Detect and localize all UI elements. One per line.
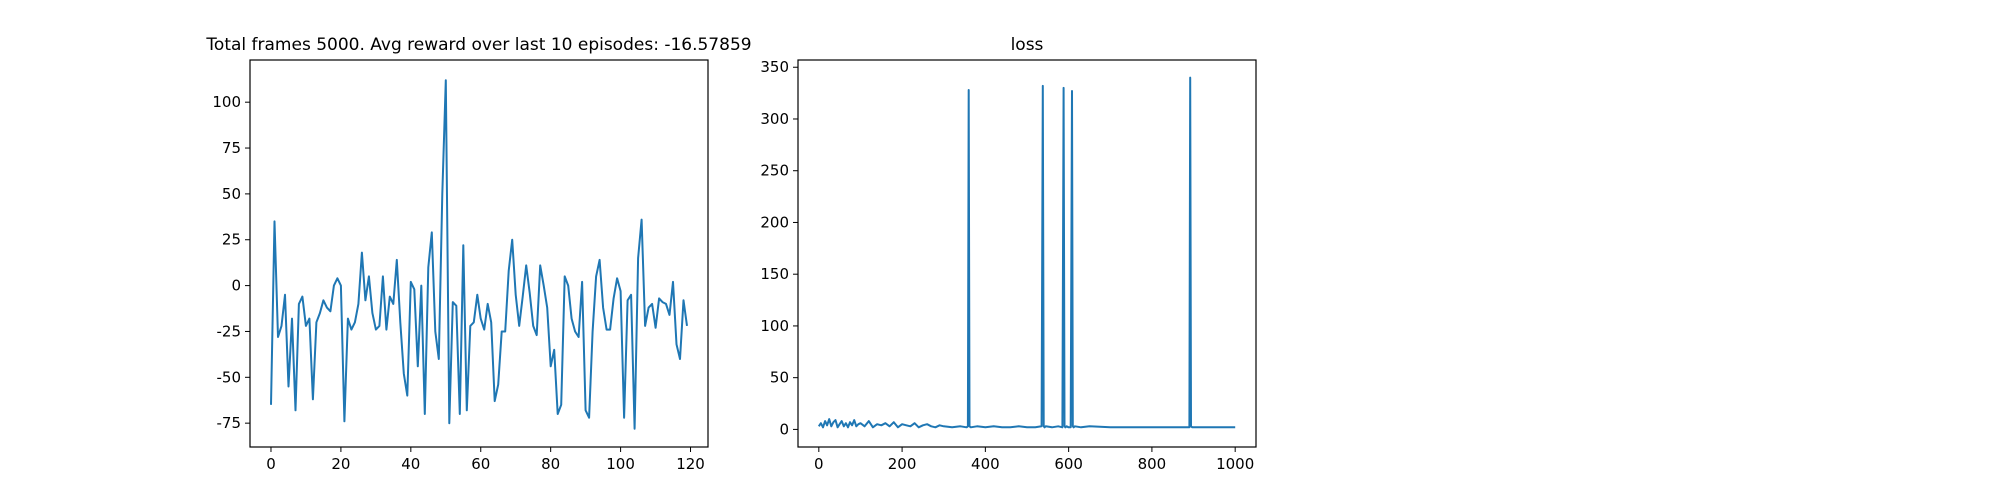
series-line-reward: [270, 79, 688, 430]
x-tick-label: 1000: [1216, 455, 1254, 473]
y-tick-label: 150: [760, 265, 789, 283]
x-tick-label: 60: [471, 455, 490, 473]
series-line-loss: [817, 76, 1236, 429]
x-tick-label: 200: [888, 455, 917, 473]
y-tick-label: 100: [212, 93, 241, 111]
x-tick-label: 0: [266, 455, 276, 473]
x-tick-label: 400: [971, 455, 1000, 473]
y-tick-label: -75: [217, 414, 242, 432]
chart-title: Total frames 5000. Avg reward over last …: [205, 35, 751, 55]
y-tick-label: 0: [231, 277, 241, 295]
y-tick-label: 0: [779, 420, 789, 438]
chart-title: loss: [1011, 35, 1044, 55]
y-tick-label: 200: [760, 213, 789, 231]
y-tick-label: -50: [217, 368, 242, 386]
x-tick-label: 800: [1138, 455, 1167, 473]
y-tick-label: 75: [222, 139, 241, 157]
loss-chart: loss 0 200 400 600 800 1000 0 50 100 150 200 250 300 3…: [760, 35, 1257, 473]
y-tick-label: 50: [222, 185, 241, 203]
axes-frame: [249, 59, 709, 448]
x-tick-label: 80: [541, 455, 560, 473]
y-tick-label: 250: [760, 162, 789, 180]
x-tick-label: 20: [331, 455, 350, 473]
x-tick-label: 100: [606, 455, 635, 473]
y-tick-label: 50: [770, 369, 789, 387]
y-tick-label: 100: [760, 317, 789, 335]
x-tick-label: 0: [814, 455, 824, 473]
axes-frame: [797, 59, 1257, 448]
y-tick-label: 350: [760, 58, 789, 76]
y-tick-label: 25: [222, 231, 241, 249]
y-tick-label: -25: [217, 322, 242, 340]
x-tick-label: 120: [676, 455, 705, 473]
y-tick-label: 300: [760, 110, 789, 128]
x-tick-label: 600: [1054, 455, 1083, 473]
reward-chart: Total frames 5000. Avg reward over last …: [205, 35, 751, 473]
x-tick-label: 40: [401, 455, 420, 473]
